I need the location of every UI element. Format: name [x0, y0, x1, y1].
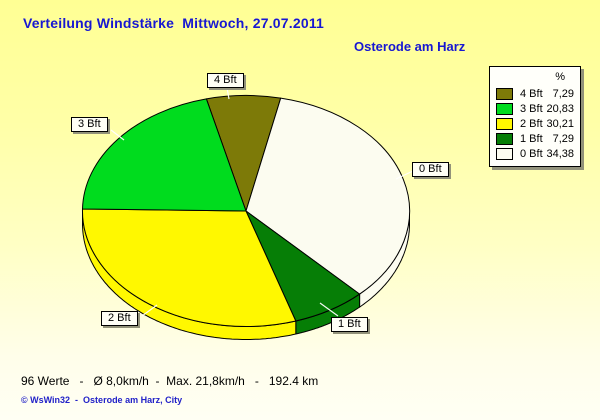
slice-label-4bft: 4 Bft: [207, 73, 244, 88]
legend-row-3bft: 3 Bft 20,83: [496, 102, 574, 115]
stats-line: 96 Werte - Ø 8,0km/h - Max. 21,8km/h - 1…: [21, 374, 319, 388]
slice-label-2bft: 2 Bft: [101, 311, 138, 326]
legend-row-0bft: 0 Bft 34,38: [496, 147, 574, 160]
chart-subtitle: Osterode am Harz: [354, 39, 466, 54]
legend-label-4bft: 4 Bft: [520, 87, 543, 100]
legend-swatch-1bft: [496, 132, 513, 145]
legend-value-4bft: 7,29: [552, 87, 574, 100]
chart-title: Verteilung Windstärke Mittwoch, 27.07.20…: [23, 15, 325, 31]
legend: % 4 Bft 7,29 3 Bft 20,83 2 Bft 30,21 1 B…: [489, 66, 581, 167]
legend-label-2bft: 2 Bft: [520, 117, 543, 130]
legend-swatch-4bft: [496, 87, 513, 100]
legend-swatch-0bft: [496, 147, 513, 160]
copyright-line: © WsWin32 - Osterode am Harz, City: [21, 395, 183, 405]
legend-row-2bft: 2 Bft 30,21: [496, 117, 574, 130]
legend-value-3bft: 20,83: [546, 102, 574, 115]
legend-value-1bft: 7,29: [552, 132, 574, 145]
legend-header-percent: %: [555, 71, 565, 83]
legend-label-1bft: 1 Bft: [520, 132, 543, 145]
legend-value-2bft: 30,21: [546, 117, 574, 130]
legend-row-4bft: 4 Bft 7,29: [496, 87, 574, 100]
legend-swatch-2bft: [496, 117, 513, 130]
slice-label-3bft: 3 Bft: [71, 117, 108, 132]
slice-label-1bft: 1 Bft: [331, 317, 368, 332]
slice-label-0bft: 0 Bft: [412, 162, 449, 177]
legend-label-3bft: 3 Bft: [520, 102, 543, 115]
legend-label-0bft: 0 Bft: [520, 147, 543, 160]
legend-value-0bft: 34,38: [546, 147, 574, 160]
legend-row-1bft: 1 Bft 7,29: [496, 132, 574, 145]
legend-swatch-3bft: [496, 102, 513, 115]
